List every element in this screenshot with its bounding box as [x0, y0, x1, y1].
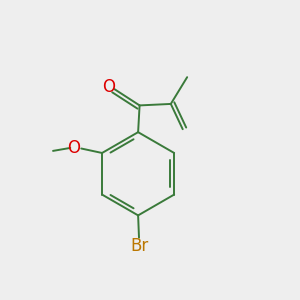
Text: O: O	[67, 139, 80, 157]
Text: O: O	[103, 78, 116, 96]
Text: Br: Br	[130, 237, 148, 255]
